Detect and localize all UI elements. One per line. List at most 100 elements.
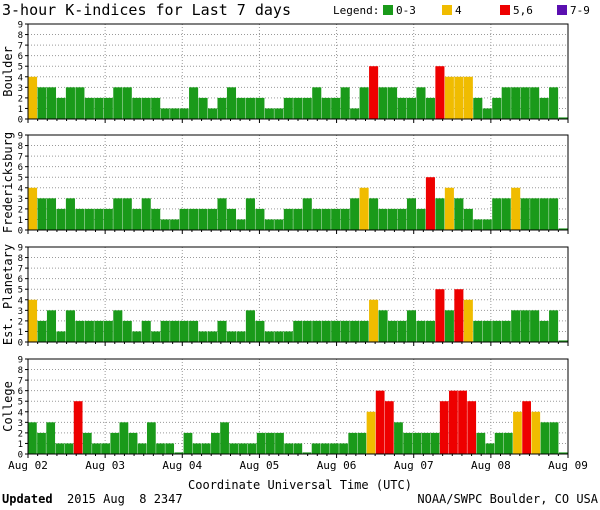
bar xyxy=(435,198,445,230)
legend: Legend: 0-3 4 5,6 7-9 xyxy=(333,4,590,17)
bar xyxy=(284,443,294,454)
bar xyxy=(416,208,426,230)
bar xyxy=(359,87,369,119)
y-tick-label: 5 xyxy=(18,63,23,73)
bar xyxy=(151,97,161,119)
y-tick-label: 9 xyxy=(18,132,23,142)
legend-label-0: 0-3 xyxy=(396,4,416,17)
bar xyxy=(160,320,170,342)
bar xyxy=(302,452,312,454)
y-tick-label: 3 xyxy=(18,195,23,205)
bar xyxy=(511,87,521,119)
station-name: Boulder xyxy=(1,46,15,97)
bar xyxy=(403,432,413,454)
bar xyxy=(28,299,38,342)
bar xyxy=(549,422,559,454)
bar xyxy=(350,198,360,230)
bar xyxy=(156,443,165,454)
bar xyxy=(75,320,85,342)
chart-title: 3-hour K-indices for Last 7 days xyxy=(2,1,291,19)
bar xyxy=(397,97,407,119)
bar xyxy=(522,401,531,454)
bar xyxy=(65,310,75,342)
bar xyxy=(458,390,467,454)
bar xyxy=(137,443,147,454)
bar xyxy=(101,443,110,454)
y-tick-label: 7 xyxy=(18,265,23,275)
bar xyxy=(128,432,138,454)
bar xyxy=(113,87,123,119)
bar xyxy=(160,219,170,230)
y-tick-label: 7 xyxy=(18,42,23,52)
y-tick-label: 4 xyxy=(18,408,23,418)
bar xyxy=(217,320,227,342)
bar xyxy=(539,320,549,342)
bar xyxy=(183,432,193,454)
bar xyxy=(146,422,156,454)
bar xyxy=(293,208,303,230)
bar xyxy=(132,97,142,119)
bar xyxy=(113,310,123,342)
bar xyxy=(245,198,255,230)
bar xyxy=(103,208,113,230)
bar xyxy=(293,97,303,119)
bar xyxy=(340,320,350,342)
bar xyxy=(357,432,367,454)
bar xyxy=(198,208,208,230)
legend-swatch-1 xyxy=(442,5,452,15)
bar xyxy=(245,310,255,342)
x-tick-label: Aug 02 xyxy=(8,459,48,472)
bar xyxy=(256,432,266,454)
bar xyxy=(444,76,454,119)
bar xyxy=(247,443,257,454)
bar xyxy=(501,320,511,342)
bar xyxy=(226,87,237,119)
bar xyxy=(530,87,540,119)
y-tick-label: 5 xyxy=(18,174,23,184)
x-tick-label: Aug 08 xyxy=(471,459,511,472)
bar xyxy=(340,208,350,230)
bar xyxy=(476,432,486,454)
y-tick-label: 2 xyxy=(18,429,23,439)
bar xyxy=(416,320,426,342)
bar xyxy=(84,97,94,119)
y-tick-label: 0 xyxy=(18,227,23,237)
bar xyxy=(425,177,435,230)
bar xyxy=(160,108,170,119)
bar xyxy=(513,411,522,454)
bar xyxy=(37,198,47,230)
bar xyxy=(165,443,175,454)
y-tick-label: 5 xyxy=(18,286,23,296)
bar xyxy=(37,320,47,342)
bar xyxy=(406,97,417,119)
bar xyxy=(530,198,540,230)
bar xyxy=(255,320,265,342)
bar xyxy=(255,97,265,119)
y-tick-label: 5 xyxy=(18,398,23,408)
bar xyxy=(103,97,113,119)
bar xyxy=(293,320,303,342)
bar xyxy=(110,432,120,454)
bar xyxy=(511,187,521,230)
bar xyxy=(64,443,74,454)
bar xyxy=(46,87,57,119)
x-tick-label: Aug 05 xyxy=(240,459,280,472)
x-tick-label: Aug 03 xyxy=(85,459,125,472)
bar xyxy=(378,310,388,342)
bar xyxy=(454,76,464,119)
bar xyxy=(274,331,284,342)
bar xyxy=(540,422,550,454)
y-tick-label: 6 xyxy=(18,163,23,173)
bar xyxy=(388,87,398,119)
bar xyxy=(151,331,161,342)
y-tick-label: 0 xyxy=(18,116,23,126)
bar xyxy=(283,208,293,230)
y-tick-label: 1 xyxy=(18,440,23,450)
y-tick-label: 7 xyxy=(18,377,23,387)
bar xyxy=(312,87,322,119)
bar xyxy=(384,401,394,454)
bar xyxy=(430,432,440,454)
y-tick-label: 8 xyxy=(18,366,23,376)
